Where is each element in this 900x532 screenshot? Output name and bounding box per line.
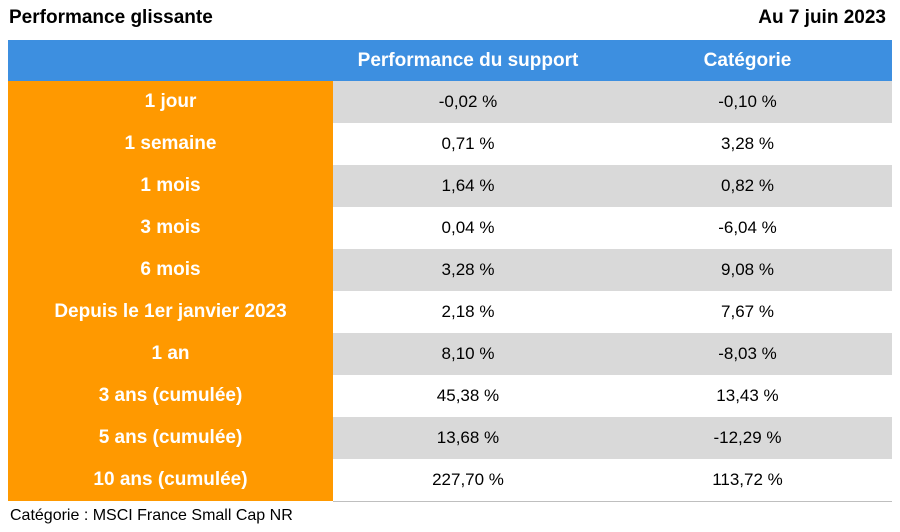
header-corner-cell [8, 40, 333, 81]
category-performance-value: 9,08 % [603, 249, 892, 291]
table-body: 1 jour -0,02 % -0,10 % 1 semaine 0,71 % 3,28 … [8, 81, 892, 502]
performance-table: Performance du support Catégorie 1 jour -… [8, 40, 892, 502]
support-performance-value: 0,04 % [333, 207, 603, 249]
footnote: Catégorie : MSCI France Small Cap NR [10, 507, 293, 524]
table-row: 5 ans (cumulée) 13,68 % -12,29 % [8, 417, 892, 459]
chart-title: Performance glissante [9, 7, 213, 28]
period-label: 1 mois [8, 165, 333, 207]
table-row: 1 jour -0,02 % -0,10 % [8, 81, 892, 123]
as-of-date: Au 7 juin 2023 [758, 7, 886, 28]
support-performance-value: 1,64 % [333, 165, 603, 207]
support-performance-value: 0,71 % [333, 123, 603, 165]
period-label: 1 semaine [8, 123, 333, 165]
table-row: 1 semaine 0,71 % 3,28 % [8, 123, 892, 165]
period-label: 10 ans (cumulée) [8, 459, 333, 501]
category-performance-value: -6,04 % [603, 207, 892, 249]
support-performance-value: 227,70 % [333, 459, 603, 502]
header-category: Catégorie [603, 40, 892, 81]
support-performance-value: -0,02 % [333, 81, 603, 123]
table-row: 1 an 8,10 % -8,03 % [8, 333, 892, 375]
category-performance-value: 113,72 % [603, 459, 892, 502]
table-row: 10 ans (cumulée) 227,70 % 113,72 % [8, 459, 892, 502]
category-performance-value: -8,03 % [603, 333, 892, 375]
period-label: 1 an [8, 333, 333, 375]
table-header-row: Performance du support Catégorie [8, 40, 892, 81]
period-label: 1 jour [8, 81, 333, 123]
category-performance-value: 0,82 % [603, 165, 892, 207]
category-performance-value: 7,67 % [603, 291, 892, 333]
table-row: Depuis le 1er janvier 2023 2,18 % 7,67 % [8, 291, 892, 333]
support-performance-value: 45,38 % [333, 375, 603, 417]
period-label: 3 ans (cumulée) [8, 375, 333, 417]
category-performance-value: 3,28 % [603, 123, 892, 165]
table-row: 3 mois 0,04 % -6,04 % [8, 207, 892, 249]
period-label: 6 mois [8, 249, 333, 291]
support-performance-value: 3,28 % [333, 249, 603, 291]
header-support-performance: Performance du support [333, 40, 603, 81]
support-performance-value: 8,10 % [333, 333, 603, 375]
support-performance-value: 2,18 % [333, 291, 603, 333]
table-row: 3 ans (cumulée) 45,38 % 13,43 % [8, 375, 892, 417]
period-label: 3 mois [8, 207, 333, 249]
table-row: 6 mois 3,28 % 9,08 % [8, 249, 892, 291]
period-label: Depuis le 1er janvier 2023 [8, 291, 333, 333]
category-performance-value: 13,43 % [603, 375, 892, 417]
support-performance-value: 13,68 % [333, 417, 603, 459]
category-performance-value: -0,10 % [603, 81, 892, 123]
table-row: 1 mois 1,64 % 0,82 % [8, 165, 892, 207]
category-performance-value: -12,29 % [603, 417, 892, 459]
period-label: 5 ans (cumulée) [8, 417, 333, 459]
